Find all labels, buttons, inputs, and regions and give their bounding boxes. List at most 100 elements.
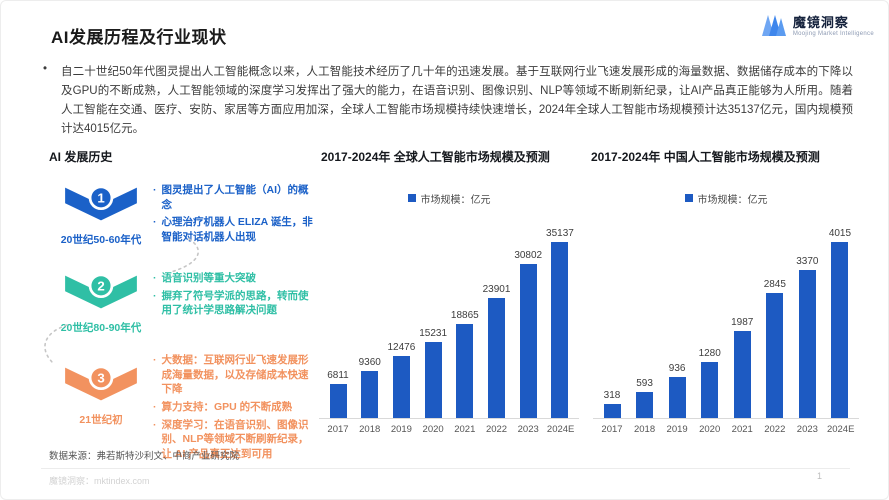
x-axis-label: 2024E	[546, 424, 575, 435]
x-axis-label: 2024E	[826, 424, 855, 435]
stage-1-ribbon-icon: 1	[62, 185, 140, 231]
bar-slot: 1987	[729, 317, 755, 418]
intro-paragraph: 自二十世纪50年代图灵提出人工智能概念以来，人工智能技术经历了几十年的迅速发展。…	[61, 66, 853, 135]
bar-value-label: 2845	[763, 279, 786, 290]
timeline-heading: AI 发展历史	[49, 150, 113, 164]
x-axis-label: 2022	[764, 424, 786, 435]
bar-value-label: 35137	[546, 228, 574, 239]
plot-area: 318 593 936 1280 1987 2845 3370 4015	[593, 221, 859, 419]
stage-3-bullet: · 算力支持：GPU 的不断成熟	[153, 401, 293, 414]
stage-2-era-label: 20世纪80-90年代	[60, 322, 142, 334]
legend-label: 市场规模：亿元	[420, 194, 491, 206]
stage-2-bullet: · 语音识别等重大突破	[153, 272, 256, 284]
chart-legend: 市场规模：亿元	[593, 191, 859, 206]
bar	[551, 242, 569, 418]
stage-3-era-label: 21世纪初	[79, 414, 123, 426]
bar-value-label: 936	[668, 363, 686, 374]
bar-slot: 15231	[419, 328, 447, 418]
stage-3-bullet: · 大数据：互联网行业飞速发展形成海量数据，以及存储成本快速下降	[153, 354, 309, 396]
bar	[668, 377, 686, 418]
x-axis-label: 2020	[422, 424, 444, 435]
footer-site-label: 魔镜洞察：mktindex.com	[49, 476, 150, 486]
bar-slot: 23901	[482, 284, 511, 418]
global-chart-title: 2017-2024年 全球人工智能市场规模及预测	[321, 150, 550, 164]
x-axis-label: 2018	[633, 424, 656, 435]
x-axis-labels: 2017 2018 2019 2020 2021 2022 2023 2024E	[319, 424, 579, 435]
bar	[392, 356, 410, 418]
stage-3-bullet: · 深度学习：在语音识别、图像识别、NLP等领域不断刷新纪录，让 AI 产品真正达…	[153, 418, 309, 461]
bar	[329, 384, 347, 418]
global-ai-market-chart: 市场规模：亿元 6811 9360 12476 15231 18865 23901 3080…	[319, 191, 579, 435]
legend-square-icon	[407, 194, 416, 202]
bar	[361, 371, 379, 418]
x-axis-label: 2017	[327, 424, 349, 435]
bar-slot: 936	[664, 363, 690, 418]
bar-value-label: 30802	[514, 250, 543, 261]
footer-divider	[41, 468, 850, 469]
bar-slot: 6811	[325, 370, 351, 418]
bar-value-label: 23901	[482, 284, 511, 295]
stage-2-bullet: · 摒弃了符号学派的思路，转而使用了统计学思路解决问题	[153, 289, 309, 317]
bar-slot: 2845	[762, 279, 788, 418]
x-axis-labels: 2017 2018 2019 2020 2021 2022 2023 2024E	[593, 424, 859, 435]
legend-label: 市场规模：亿元	[697, 194, 768, 206]
bar	[701, 362, 719, 418]
bar-slot: 3370	[794, 256, 820, 418]
bar-slot: 18865	[450, 310, 479, 418]
brand-logo: 魔镜洞察 Moojing Market Intelligence	[761, 12, 874, 42]
x-axis-label: 2023	[517, 424, 539, 435]
x-axis-label: 2023	[796, 424, 818, 435]
bar	[519, 264, 537, 418]
bar-value-label: 3370	[796, 256, 819, 267]
bar-value-label: 593	[636, 378, 653, 389]
bar	[488, 298, 506, 418]
bar	[636, 392, 654, 418]
bar-slot: 318	[599, 390, 625, 418]
x-axis-label: 2018	[359, 424, 381, 435]
chart-legend: 市场规模：亿元	[319, 191, 579, 206]
bar	[733, 331, 751, 418]
bar-slot: 1280	[697, 348, 723, 418]
bar	[424, 342, 442, 418]
bar-slot: 9360	[357, 357, 383, 418]
dotted-connector-icon	[44, 324, 68, 364]
bar-value-label: 9360	[358, 357, 381, 368]
x-axis-label: 2021	[454, 424, 476, 435]
x-axis-label: 2017	[601, 424, 623, 435]
intro-bullet: •	[43, 63, 48, 75]
x-axis-label: 2019	[666, 424, 688, 435]
bar	[831, 242, 849, 418]
stage-2-number: 2	[97, 278, 104, 293]
bar-value-label: 18865	[450, 310, 479, 321]
data-source-note: 数据来源：弗若斯特沙利文、中商产业研究院	[49, 451, 240, 462]
bar-value-label: 12476	[387, 342, 416, 353]
bar-slot: 4015	[827, 228, 853, 418]
plot-area: 6811 9360 12476 15231 18865 23901 30802 35137	[319, 221, 579, 419]
china-ai-market-chart: 市场规模：亿元 318 593 936 1280 1987 2845 3370 4015 20…	[593, 191, 859, 435]
china-chart-title: 2017-2024年 中国人工智能市场规模及预测	[591, 150, 820, 164]
stage-3-number: 3	[97, 370, 104, 385]
bar-value-label: 1280	[698, 348, 721, 359]
stage-1-number: 1	[97, 190, 104, 205]
bar-value-label: 4015	[828, 228, 852, 239]
bar-value-label: 6811	[327, 370, 349, 381]
logo-m-icon	[761, 12, 787, 42]
bar	[603, 404, 621, 418]
x-axis-label: 2019	[390, 424, 412, 435]
bar	[798, 270, 816, 418]
bar	[456, 324, 474, 418]
bar	[766, 293, 784, 418]
bar-value-label: 1987	[731, 317, 754, 328]
bar-value-label: 318	[603, 390, 621, 401]
page-number: 1	[817, 471, 823, 481]
stage-1-bullet: · 图灵提出了人工智能（AI）的概念	[153, 184, 309, 211]
stage-1-era-label: 20世纪50-60年代	[60, 234, 142, 246]
x-axis-label: 2021	[731, 424, 753, 435]
bar-slot: 593	[632, 378, 658, 418]
stage-1-bullet: · 心理治疗机器人 ELIZA 诞生，非智能对话机器人出现	[153, 216, 313, 244]
dotted-connector-icon	[170, 238, 199, 273]
legend-square-icon	[684, 194, 693, 202]
x-axis-label: 2022	[485, 424, 508, 435]
bar-slot: 35137	[546, 228, 574, 418]
page-title: AI发展历程及行业现状	[51, 28, 227, 47]
